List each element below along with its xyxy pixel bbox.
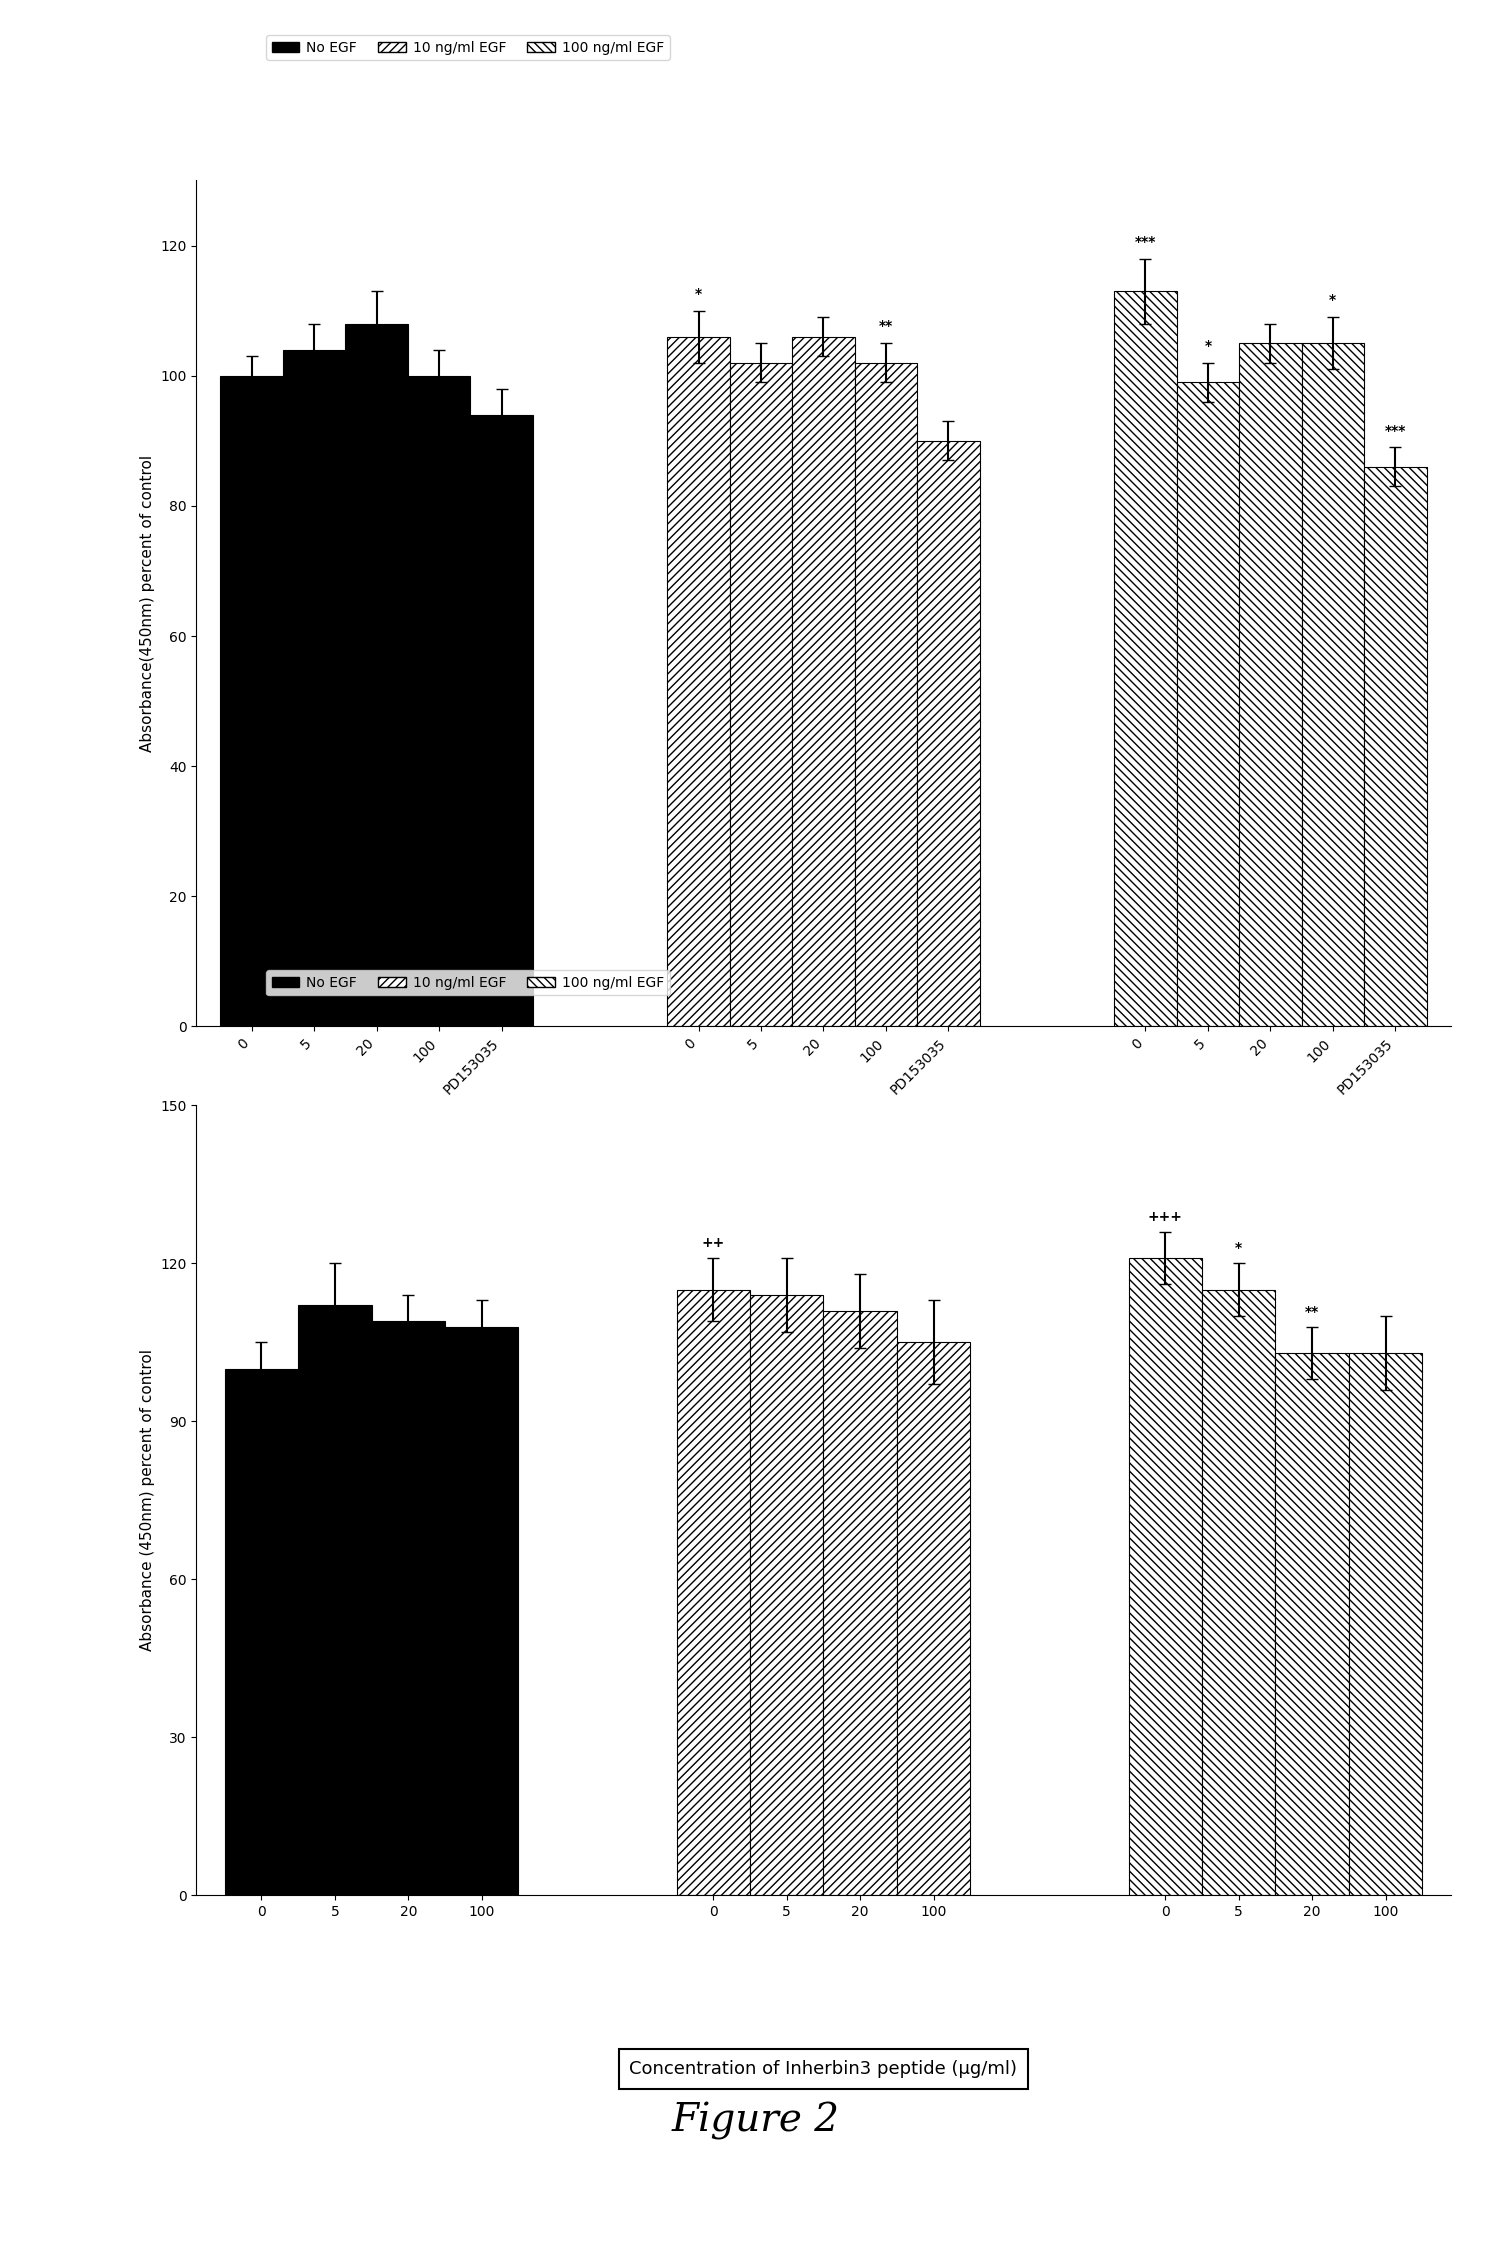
Bar — [446, 1327, 518, 1895]
Legend: No EGF, 10 ng/ml EGF, 100 ng/ml EGF: No EGF, 10 ng/ml EGF, 100 ng/ml EGF — [266, 970, 669, 995]
Text: **: ** — [879, 320, 893, 334]
Bar — [1129, 1259, 1201, 1895]
Bar — [408, 377, 470, 1026]
Y-axis label: Absorbance (450nm) percent of control: Absorbance (450nm) percent of control — [141, 1349, 154, 1651]
Text: ***: *** — [1384, 424, 1407, 438]
Y-axis label: Absorbance(450nm) percent of control: Absorbance(450nm) percent of control — [141, 456, 154, 751]
Bar — [668, 336, 730, 1026]
Text: Concentration of Inherbin3 peptide (μg/ml): Concentration of Inherbin3 peptide (μg/m… — [630, 2060, 1017, 2078]
Text: *: * — [1234, 1241, 1242, 1257]
Bar — [677, 1290, 749, 1895]
Bar — [283, 350, 346, 1026]
Legend: No EGF, 10 ng/ml EGF, 100 ng/ml EGF: No EGF, 10 ng/ml EGF, 100 ng/ml EGF — [266, 36, 669, 61]
Bar — [1275, 1354, 1349, 1895]
Bar — [372, 1322, 446, 1895]
Bar — [346, 323, 408, 1026]
Bar — [855, 363, 917, 1026]
Bar — [823, 1311, 898, 1895]
Bar — [1239, 343, 1301, 1026]
Bar — [898, 1342, 970, 1895]
Bar — [225, 1369, 298, 1895]
Bar — [221, 377, 283, 1026]
Text: *: * — [1204, 338, 1212, 352]
Text: ***: *** — [1135, 235, 1156, 248]
Bar — [792, 336, 855, 1026]
Bar — [1177, 381, 1239, 1026]
Bar — [1114, 291, 1177, 1026]
Bar — [298, 1306, 372, 1895]
Text: Concentration of Inherbin2 peptide (μg/ml): Concentration of Inherbin2 peptide (μg/m… — [630, 1272, 1017, 1288]
Bar — [1364, 467, 1426, 1026]
Bar — [1201, 1290, 1275, 1895]
Bar — [1301, 343, 1364, 1026]
Bar — [749, 1295, 823, 1895]
Bar — [730, 363, 792, 1026]
Text: *: * — [1330, 293, 1336, 307]
Bar — [917, 440, 979, 1026]
Text: Figure 2: Figure 2 — [671, 2103, 840, 2139]
Bar — [470, 415, 533, 1026]
Bar — [1349, 1354, 1422, 1895]
Text: +++: +++ — [1148, 1209, 1183, 1223]
Text: ++: ++ — [701, 1236, 725, 1250]
Text: *: * — [695, 287, 703, 300]
Text: **: ** — [1306, 1304, 1319, 1318]
